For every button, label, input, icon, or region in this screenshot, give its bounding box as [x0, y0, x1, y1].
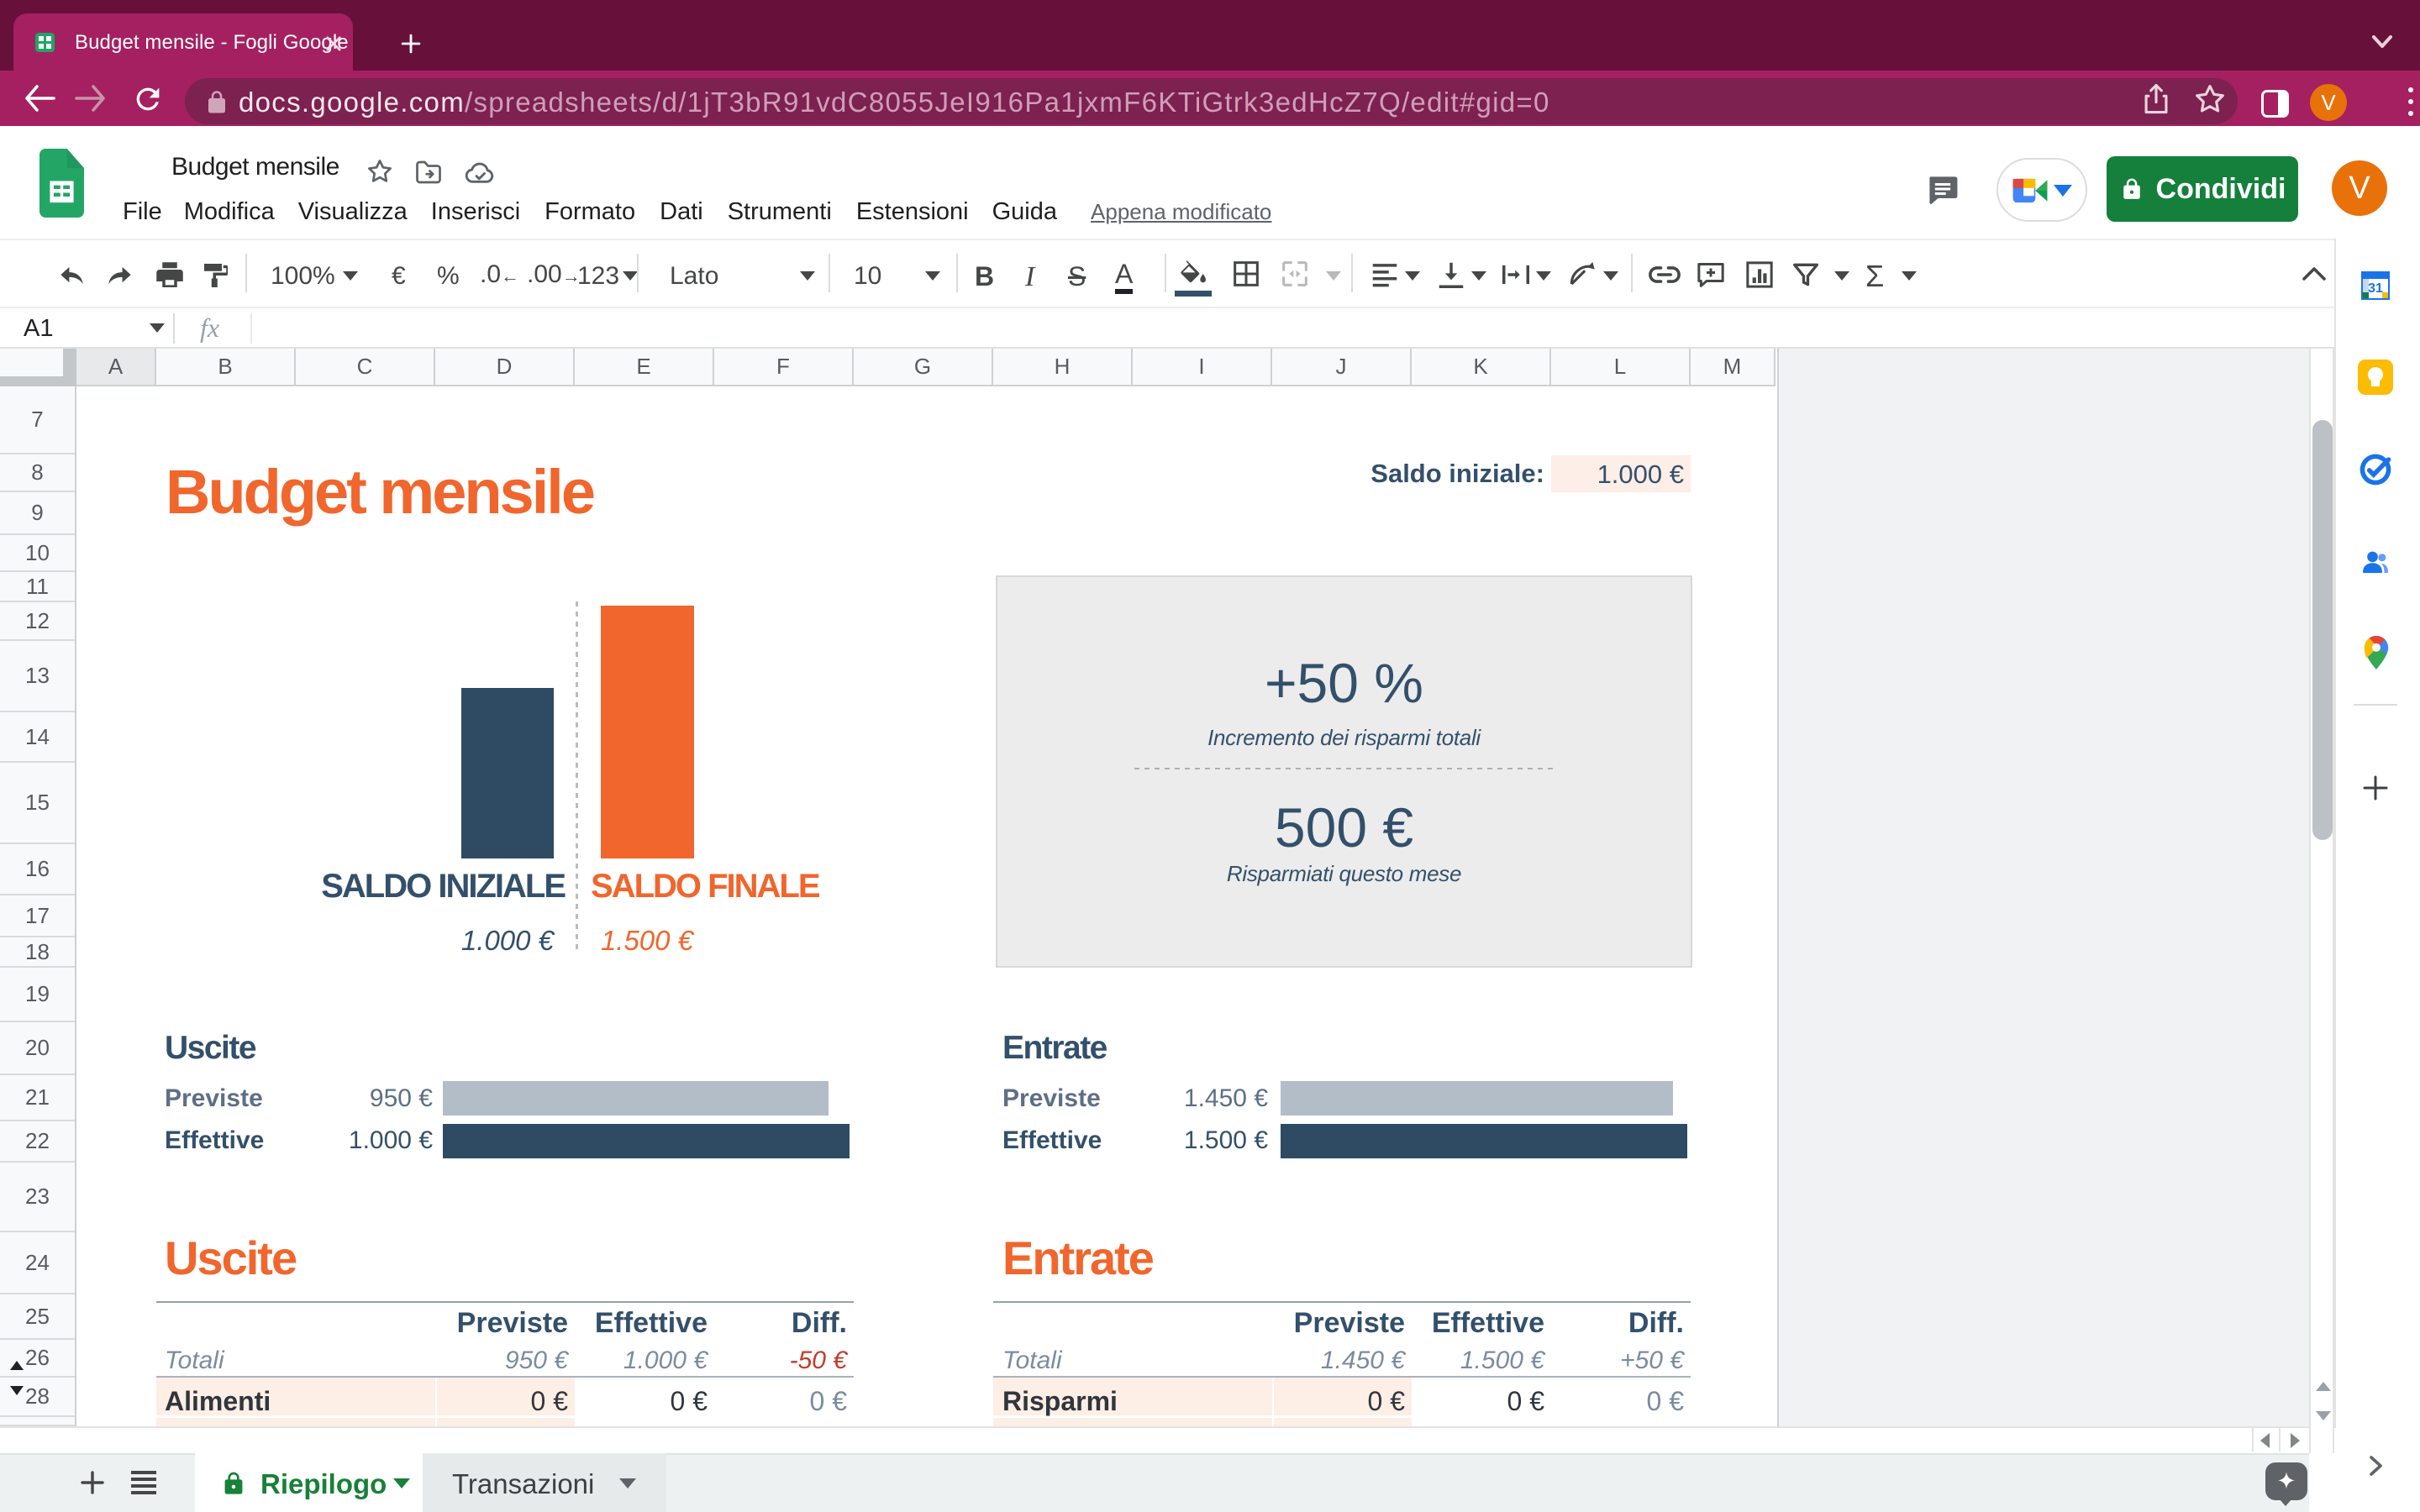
svg-text:31: 31	[2368, 281, 2383, 296]
